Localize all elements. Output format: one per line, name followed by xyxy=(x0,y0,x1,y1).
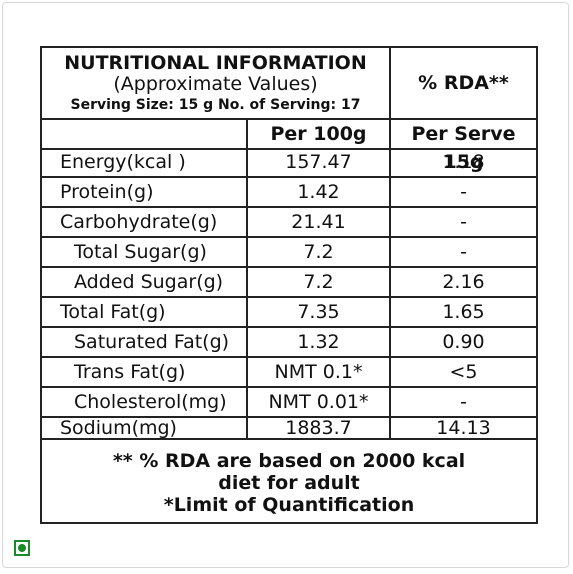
per100-value: 21.41 xyxy=(248,208,391,236)
table-row: Protein(g) 1.42 - xyxy=(42,178,536,208)
footnotes: ** % RDA are based on 2000 kcal diet for… xyxy=(42,440,536,522)
perserve-value: - xyxy=(460,241,467,263)
serving-info: Serving Size: 15 g No. of Serving: 17 xyxy=(70,97,361,113)
nutrient-name: Energy(kcal ) xyxy=(42,148,248,176)
table-row: Sodium(mg) 1883.7 14.13 xyxy=(42,418,536,440)
perserve-value: 0.90 xyxy=(442,331,485,353)
perserve-value: 1.18 xyxy=(442,151,485,173)
nutrient-name: Total Fat(g) xyxy=(42,298,248,326)
veg-dot xyxy=(18,544,26,552)
per100-value: 1.42 xyxy=(248,178,391,206)
per100-value: 157.47 xyxy=(248,148,391,176)
table-row: Trans Fat(g) NMT 0.1* <5 xyxy=(42,358,536,388)
table-row: Cholesterol(mg) NMT 0.01* - xyxy=(42,388,536,418)
column-header-row: Per 100g Per Serve 15g xyxy=(42,120,536,173)
per100-value: 7.2 xyxy=(248,238,391,266)
label-title: NUTRITIONAL INFORMATION xyxy=(64,52,367,74)
nutrient-name: Carbohydrate(g) xyxy=(42,208,248,236)
perserve-header: Per Serve 15g xyxy=(411,123,516,173)
rda-heading: % RDA** xyxy=(391,48,536,120)
image-frame xyxy=(2,2,569,568)
label-subtitle: (Approximate Values) xyxy=(113,73,318,95)
table-row: Energy(kcal ) 157.47 1.18 xyxy=(42,148,536,178)
per100-value: 7.2 xyxy=(248,268,391,296)
per100-value: 7.35 xyxy=(248,298,391,326)
rda-footnote: ** % RDA are based on 2000 kcal xyxy=(112,450,466,472)
nutrition-label: NUTRITIONAL INFORMATION (Approximate Val… xyxy=(40,46,538,524)
header-block: NUTRITIONAL INFORMATION (Approximate Val… xyxy=(42,48,391,120)
per100-header: Per 100g xyxy=(248,120,391,148)
perserve-value: 1.65 xyxy=(442,301,485,323)
nutrient-name: Added Sugar(g) xyxy=(42,268,248,296)
loq-footnote: *Limit of Quantification xyxy=(163,494,415,516)
table-row: Added Sugar(g) 7.2 2.16 xyxy=(42,268,536,298)
per100-value: 1.32 xyxy=(248,328,391,356)
nutrient-name: Saturated Fat(g) xyxy=(42,328,248,356)
table-row: Saturated Fat(g) 1.32 0.90 xyxy=(42,328,536,358)
table-row: Carbohydrate(g) 21.41 - xyxy=(42,208,536,238)
per100-value: NMT 0.1* xyxy=(248,358,391,386)
per100-value: NMT 0.01* xyxy=(248,388,391,416)
rda-footnote-cont: diet for adult xyxy=(218,472,360,494)
nutrient-name: Protein(g) xyxy=(42,178,248,206)
veg-symbol-icon xyxy=(14,540,30,556)
perserve-value: <5 xyxy=(449,361,478,383)
perserve-value: - xyxy=(460,391,467,413)
nutrient-name: Cholesterol(mg) xyxy=(42,388,248,416)
nutrient-name: Total Sugar(g) xyxy=(42,238,248,266)
perserve-value: 14.13 xyxy=(436,417,491,439)
nutrient-name: Trans Fat(g) xyxy=(42,358,248,386)
per100-value: 1883.7 xyxy=(248,418,391,438)
table-row: Total Fat(g) 7.35 1.65 xyxy=(42,298,536,328)
empty-header-cell xyxy=(42,120,248,148)
table-row: Total Sugar(g) 7.2 - xyxy=(42,238,536,268)
perserve-value: 2.16 xyxy=(442,271,485,293)
perserve-value: - xyxy=(460,181,467,203)
perserve-value: - xyxy=(460,211,467,233)
nutrient-name: Sodium(mg) xyxy=(42,418,248,438)
